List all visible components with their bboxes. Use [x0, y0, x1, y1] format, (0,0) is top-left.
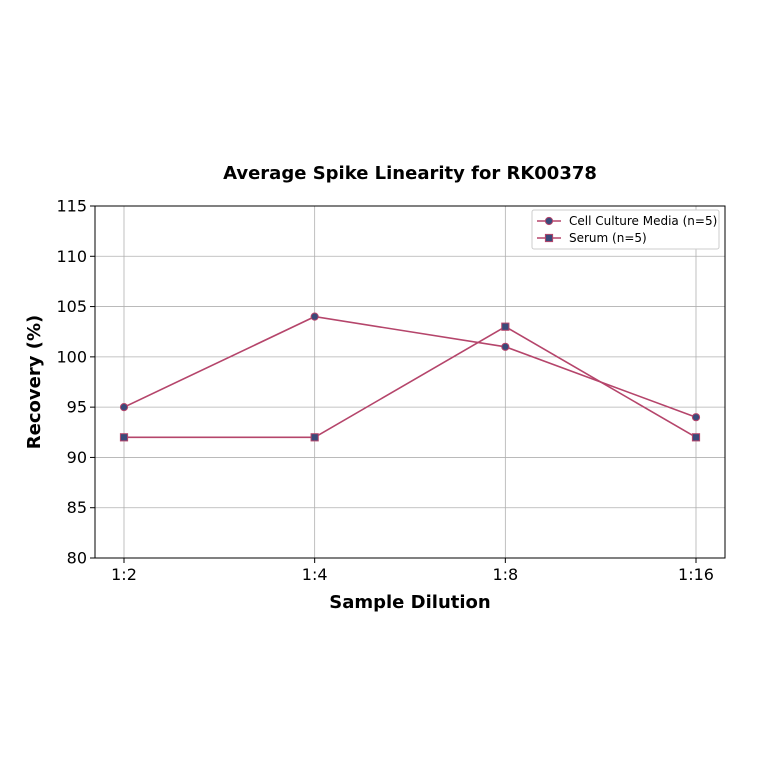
data-point	[119, 433, 129, 442]
legend-entry: Serum (n=5)	[537, 231, 647, 245]
x-tick-label: 1:2	[111, 565, 137, 584]
data-point	[501, 342, 510, 351]
legend-marker	[544, 233, 554, 243]
y-tick-label: 110	[56, 247, 87, 266]
legend-label: Serum (n=5)	[569, 231, 647, 245]
legend-label: Cell Culture Media (n=5)	[569, 214, 717, 228]
series-line	[123, 315, 697, 418]
legend-marker	[544, 216, 554, 226]
data-point	[691, 433, 701, 442]
series-line	[124, 325, 697, 439]
x-tick-label: 1:16	[678, 565, 714, 584]
y-axis-label: Recovery (%)	[24, 315, 45, 449]
data-point	[310, 433, 319, 442]
axis-ticks: 80 85 90 95 100 105 110 115 1:2 1:4 1:8 1:16	[56, 197, 714, 585]
y-tick-label: 100	[56, 347, 87, 366]
grid	[95, 205, 725, 559]
y-tick-label: 80	[67, 549, 87, 568]
series-2	[119, 322, 701, 442]
chart-title: Average Spike Linearity for RK00378	[223, 163, 597, 184]
legend: Cell Culture Media (n=5) Serum (n=5)	[531, 209, 720, 250]
data-point	[691, 413, 701, 422]
data-point	[119, 403, 129, 412]
y-tick-label: 85	[67, 498, 87, 517]
x-tick-label: 1:8	[492, 565, 518, 584]
legend-box	[531, 209, 720, 250]
y-tick-label: 115	[56, 197, 87, 216]
legend-entry: Cell Culture Media (n=5)	[537, 214, 717, 228]
plot-area-frame	[94, 205, 726, 559]
y-tick-label: 105	[56, 297, 87, 316]
data-point	[501, 322, 510, 331]
data-point	[310, 312, 319, 321]
y-tick-label: 90	[67, 448, 87, 467]
x-tick-label: 1:4	[302, 565, 328, 584]
y-tick-label: 95	[67, 398, 87, 417]
series-1	[119, 312, 701, 422]
x-axis-label: Sample Dilution	[329, 592, 490, 613]
series-layer	[119, 312, 701, 442]
